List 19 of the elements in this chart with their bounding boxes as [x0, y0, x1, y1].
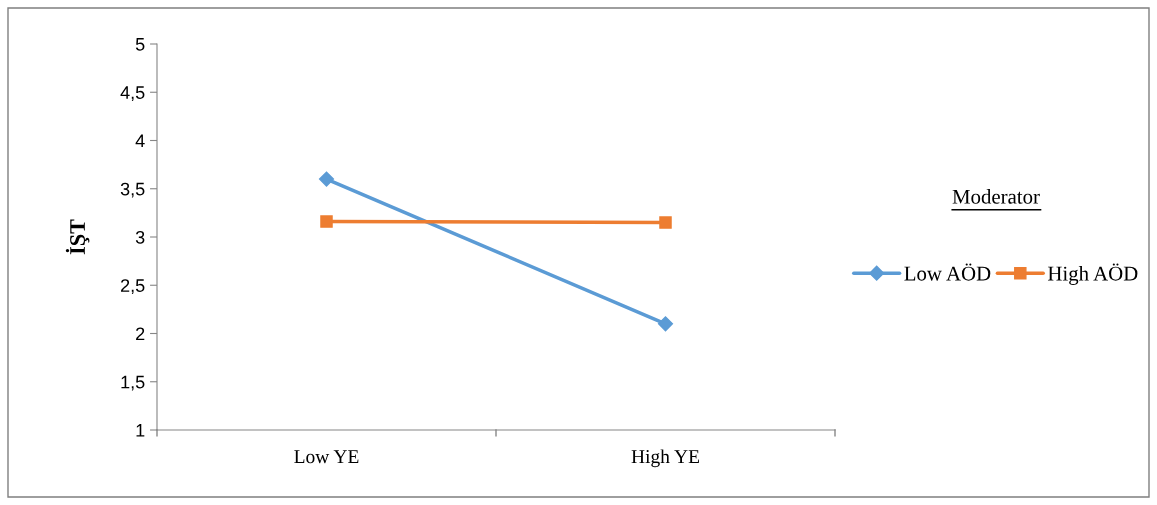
- y-tick-label: 3,5: [120, 182, 145, 198]
- point: [318, 171, 335, 187]
- y-tick-label: 2: [136, 327, 145, 341]
- y-tick-label: 4,5: [120, 86, 145, 102]
- x-tick-label: Low YE: [294, 450, 359, 464]
- y-tick-label: 3: [135, 230, 145, 244]
- y-tick-label: 5: [135, 38, 145, 51]
- point: [657, 316, 674, 332]
- legend-title: Moderator: [952, 189, 1040, 204]
- legend-label: High AÖD: [1047, 263, 1138, 285]
- point: [659, 216, 672, 229]
- legend-label: Low AÖD: [904, 263, 991, 281]
- y-axis-title: İŞT: [65, 219, 90, 255]
- y-tick-label: 4: [135, 134, 145, 148]
- x-tick-label: High YE: [631, 449, 699, 468]
- y-tick-label: 1: [136, 424, 145, 437]
- y-tick-label: 2,5: [121, 279, 145, 295]
- y-tick-label: 1,5: [121, 375, 145, 391]
- point: [320, 215, 333, 228]
